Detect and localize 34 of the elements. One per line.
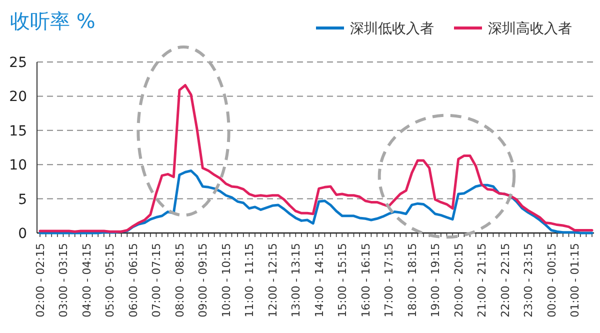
x-tick-label: 01:00 - 01:15 <box>568 243 582 318</box>
x-tick-label: 17:00 - 17:15 <box>382 243 396 318</box>
x-tick-label: 10:00 - 10:15 <box>220 243 233 318</box>
x-tick-label: 15:00 - 15:15 <box>336 243 350 318</box>
y-tick-label: 10 <box>9 158 27 174</box>
x-tick-label: 05:00 - 05:15 <box>104 243 117 318</box>
x-tick-label: 22:00 - 22:15 <box>498 243 512 318</box>
x-tick-label: 16:00 - 16:15 <box>359 243 372 318</box>
x-tick-label: 18:00 - 18:15 <box>406 243 419 318</box>
y-tick-label: 0 <box>18 226 27 242</box>
x-tick-label: 04:00 - 04:15 <box>80 243 94 318</box>
x-tick-label: 20:00 - 20:15 <box>452 243 466 318</box>
x-tick-label: 23:00 - 23:15 <box>522 243 536 318</box>
x-tick-label: 21:00 - 21:15 <box>476 243 489 318</box>
legend-label: 深圳高收入者 <box>488 21 572 37</box>
legend-label: 深圳低收入者 <box>350 21 434 37</box>
y-tick-label: 5 <box>18 192 27 208</box>
line-series <box>38 84 594 233</box>
x-tick-label: 06:00 - 06:15 <box>126 243 140 318</box>
x-tick-label: 11:00 - 11:15 <box>243 243 256 318</box>
y-tick-label: 15 <box>9 123 27 140</box>
x-tick-label: 19:00 - 19:15 <box>429 243 442 318</box>
y-tick-label: 25 <box>9 55 27 71</box>
y-tick-label: 20 <box>9 89 27 106</box>
x-tick-label: 08:00 - 08:15 <box>173 243 186 318</box>
chart-title: 收听率 % <box>10 9 96 33</box>
x-tick-label: 14:00 - 14:15 <box>312 243 326 318</box>
x-tick-label: 09:00 - 09:15 <box>196 243 210 318</box>
x-tick-label: 00:00 - 00:15 <box>545 243 558 318</box>
x-tick-label: 13:00 - 13:15 <box>290 243 303 318</box>
x-tick-label: 03:00 - 03:15 <box>57 243 70 318</box>
x-tick-label: 02:00 - 02:15 <box>34 243 47 318</box>
x-tick-label: 07:00 - 07:15 <box>150 243 164 318</box>
x-tick-label: 12:00 - 12:15 <box>266 243 280 318</box>
